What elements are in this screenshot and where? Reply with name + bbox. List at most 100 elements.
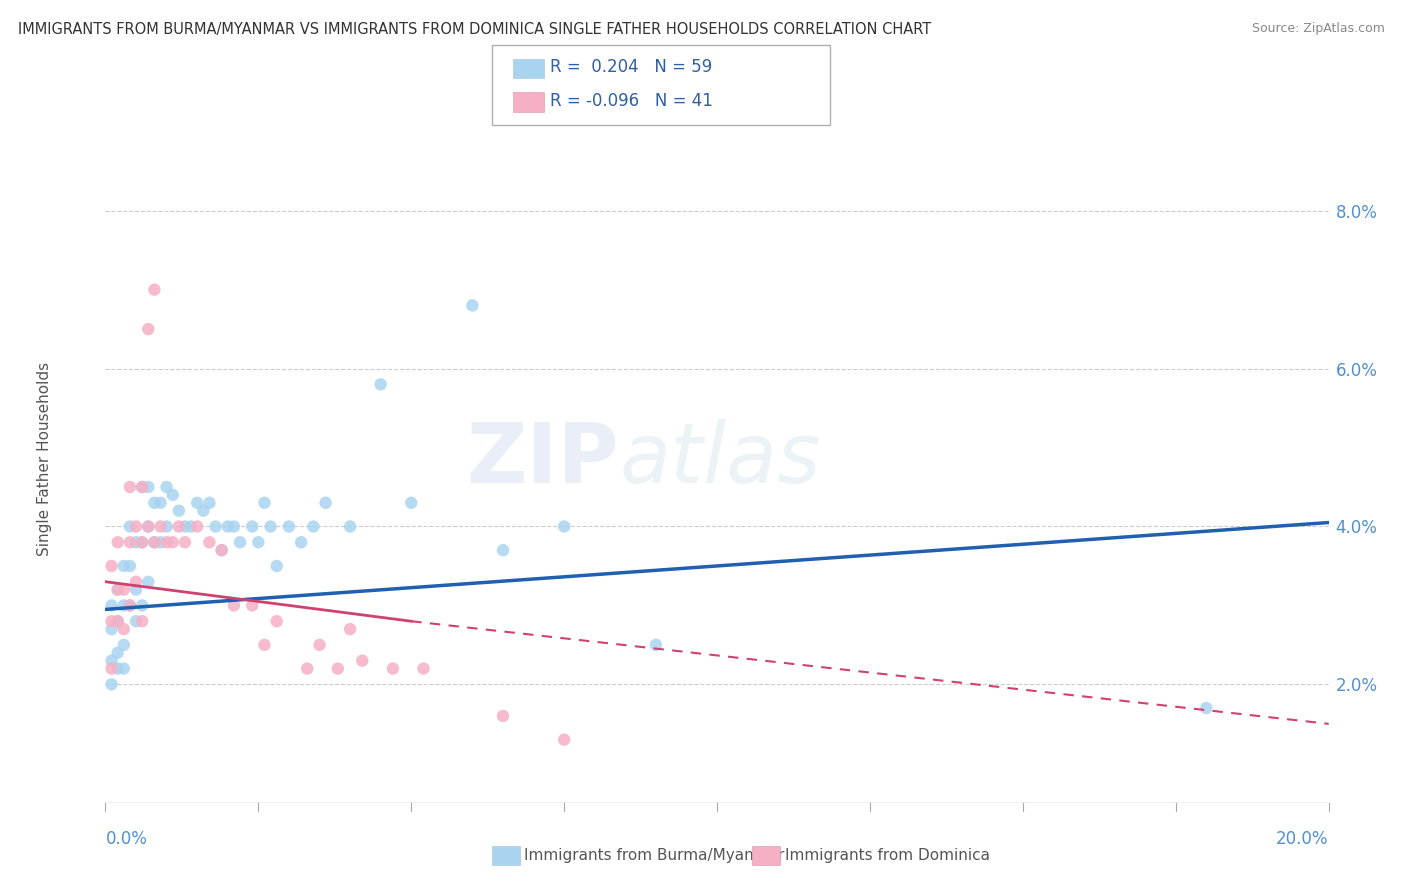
- Point: [131, 599, 153, 613]
- Point: [308, 638, 330, 652]
- Point: [131, 480, 153, 494]
- Point: [461, 298, 484, 312]
- Point: [100, 622, 122, 636]
- Point: [107, 662, 129, 676]
- Point: [125, 614, 148, 628]
- Point: [131, 535, 153, 549]
- Point: [118, 535, 141, 549]
- Point: [125, 519, 148, 533]
- Point: [217, 519, 239, 533]
- Point: [204, 519, 226, 533]
- Point: [100, 614, 122, 628]
- Point: [229, 535, 252, 549]
- Point: [100, 662, 122, 676]
- Point: [136, 574, 159, 589]
- Point: [174, 535, 197, 549]
- Point: [112, 662, 135, 676]
- Point: [107, 582, 129, 597]
- Point: [222, 519, 245, 533]
- Point: [107, 614, 129, 628]
- Point: [222, 599, 245, 613]
- Text: 20.0%: 20.0%: [1277, 830, 1329, 848]
- Point: [278, 519, 301, 533]
- Text: Source: ZipAtlas.com: Source: ZipAtlas.com: [1251, 22, 1385, 36]
- Point: [492, 709, 515, 723]
- Point: [100, 558, 122, 573]
- Point: [155, 480, 177, 494]
- Point: [100, 677, 122, 691]
- Point: [198, 496, 221, 510]
- Point: [167, 519, 190, 533]
- Point: [149, 519, 172, 533]
- Text: R =  0.204   N = 59: R = 0.204 N = 59: [550, 58, 711, 76]
- Point: [112, 638, 135, 652]
- Point: [253, 638, 276, 652]
- Point: [162, 535, 184, 549]
- Point: [339, 622, 361, 636]
- Point: [492, 543, 515, 558]
- Point: [107, 535, 129, 549]
- Text: Single Father Households: Single Father Households: [37, 362, 52, 557]
- Text: atlas: atlas: [619, 419, 821, 500]
- Point: [266, 614, 288, 628]
- Point: [155, 535, 177, 549]
- Point: [193, 504, 215, 518]
- Point: [259, 519, 281, 533]
- Point: [553, 519, 575, 533]
- Point: [553, 732, 575, 747]
- Point: [136, 519, 159, 533]
- Point: [370, 377, 392, 392]
- Point: [107, 646, 129, 660]
- Point: [143, 535, 166, 549]
- Text: Immigrants from Dominica: Immigrants from Dominica: [785, 848, 990, 863]
- Point: [240, 599, 263, 613]
- Point: [112, 599, 135, 613]
- Point: [180, 519, 202, 533]
- Point: [125, 574, 148, 589]
- Point: [112, 558, 135, 573]
- Point: [186, 519, 208, 533]
- Point: [253, 496, 276, 510]
- Point: [297, 662, 319, 676]
- Point: [149, 496, 172, 510]
- Point: [100, 654, 122, 668]
- Point: [198, 535, 221, 549]
- Point: [240, 519, 263, 533]
- Text: IMMIGRANTS FROM BURMA/MYANMAR VS IMMIGRANTS FROM DOMINICA SINGLE FATHER HOUSEHOL: IMMIGRANTS FROM BURMA/MYANMAR VS IMMIGRA…: [18, 22, 932, 37]
- Point: [162, 488, 184, 502]
- Point: [125, 535, 148, 549]
- Point: [112, 622, 135, 636]
- Point: [107, 582, 129, 597]
- Point: [352, 654, 374, 668]
- Point: [107, 614, 129, 628]
- Point: [644, 638, 666, 652]
- Point: [118, 519, 141, 533]
- Text: ZIP: ZIP: [467, 419, 619, 500]
- Point: [143, 496, 166, 510]
- Point: [131, 614, 153, 628]
- Point: [149, 535, 172, 549]
- Point: [339, 519, 361, 533]
- Point: [302, 519, 325, 533]
- Text: R = -0.096   N = 41: R = -0.096 N = 41: [550, 92, 713, 110]
- Point: [174, 519, 197, 533]
- Point: [118, 480, 141, 494]
- Point: [412, 662, 434, 676]
- Point: [247, 535, 270, 549]
- Point: [125, 582, 148, 597]
- Point: [143, 535, 166, 549]
- Point: [186, 496, 208, 510]
- Point: [118, 599, 141, 613]
- Point: [136, 519, 159, 533]
- Point: [131, 480, 153, 494]
- Point: [211, 543, 233, 558]
- Point: [211, 543, 233, 558]
- Point: [118, 599, 141, 613]
- Text: 0.0%: 0.0%: [105, 830, 148, 848]
- Point: [112, 582, 135, 597]
- Point: [266, 558, 288, 573]
- Point: [290, 535, 312, 549]
- Point: [155, 519, 177, 533]
- Point: [167, 504, 190, 518]
- Point: [136, 322, 159, 336]
